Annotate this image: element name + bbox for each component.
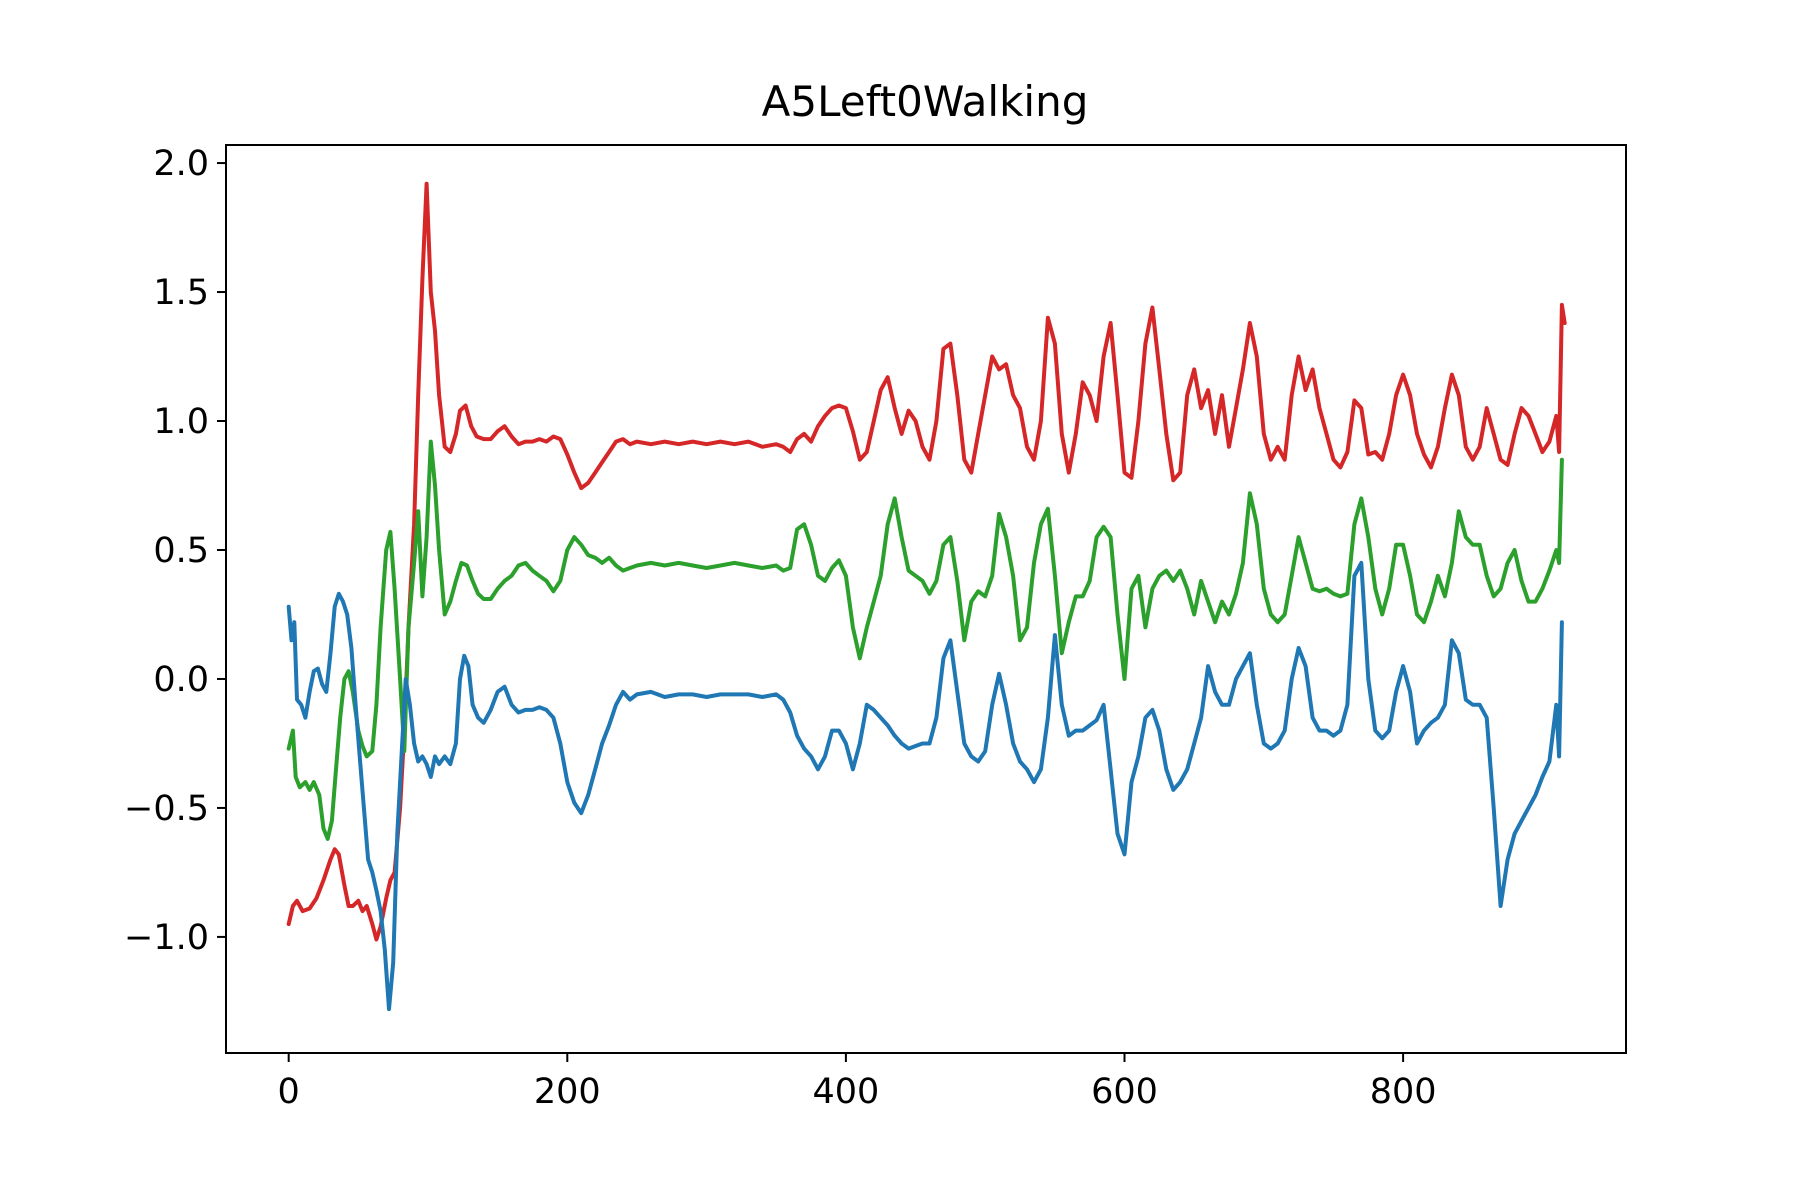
plot-area-frame [225, 144, 1627, 1054]
y-tick-label: 2.0 [153, 144, 209, 184]
series-layer [286, 181, 1567, 1012]
y-tick-label: 1.5 [153, 273, 209, 313]
chart-title: A5Left0Walking [762, 77, 1089, 126]
y-tick-label: 0.5 [153, 531, 209, 571]
y-tick-label: 1.0 [153, 402, 209, 442]
series-line-1 [286, 181, 1567, 942]
ticks-layer: 0 200 400 600 800 −1.0 −0.5 0.0 0.5 1.0 1.5 2.0 [124, 144, 1437, 1112]
x-tick-label: 600 [1091, 1072, 1158, 1112]
y-tick-label: 0.0 [153, 660, 209, 700]
y-tick-label: −0.5 [124, 789, 209, 829]
y-tick-label: −1.0 [124, 918, 209, 958]
x-tick-label: 800 [1370, 1072, 1437, 1112]
x-tick-label: 400 [812, 1072, 879, 1112]
series-line-3 [286, 560, 1564, 1012]
x-tick-label: 0 [278, 1072, 300, 1112]
series-line-2 [286, 439, 1564, 841]
x-tick-label: 200 [534, 1072, 601, 1112]
